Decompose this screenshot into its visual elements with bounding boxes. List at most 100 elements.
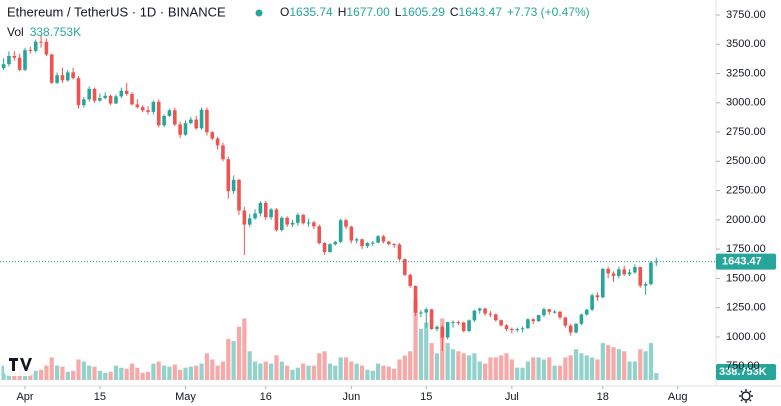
gear[interactable] [741, 391, 751, 401]
settings-icon[interactable] [739, 389, 753, 403]
volume-bar [172, 364, 177, 380]
volume-bar [606, 345, 611, 380]
candle-body [146, 110, 150, 112]
volume-bar [285, 365, 290, 380]
candle-body [601, 268, 605, 298]
volume-bar [600, 343, 605, 380]
ohlc-value: 1643.47 [459, 5, 503, 19]
candle-body [226, 159, 231, 192]
volume-bar [269, 363, 274, 380]
candle-body [654, 261, 659, 263]
candle-body [568, 325, 573, 333]
volume-bar [247, 351, 252, 380]
volume-legend-value: 338.753K [30, 25, 81, 39]
candle-body [55, 75, 59, 83]
y-tick-label: 2750.00 [726, 126, 766, 138]
candle-body [472, 310, 477, 321]
volume-bar [242, 318, 247, 380]
status-dot [255, 9, 263, 17]
candle-body [403, 259, 407, 275]
volume-bar [119, 367, 124, 380]
volume-bar [33, 370, 38, 380]
y-tick-label: 1750.00 [726, 243, 766, 255]
volume-bar [563, 357, 568, 380]
candle-body [579, 314, 584, 324]
volume-bar [654, 373, 659, 380]
volume-bar [71, 370, 76, 380]
volume-bar [226, 338, 231, 380]
volume-bar [199, 363, 204, 380]
candle-body [312, 222, 316, 227]
volume-bar [557, 365, 563, 380]
volume-bar [178, 369, 183, 380]
volume-bar [210, 359, 215, 380]
volume-bar [643, 351, 648, 380]
price-tag [716, 253, 776, 270]
volume-bar [515, 367, 520, 380]
y-tick-label: 2500.00 [726, 155, 766, 167]
candle-body [483, 308, 487, 314]
volume-bar [167, 366, 172, 380]
candle-body [215, 138, 220, 146]
volume-bar [290, 369, 295, 380]
candle-body [456, 322, 461, 324]
volume-bar [525, 361, 530, 380]
candle-body [210, 132, 215, 139]
candle-body [542, 309, 546, 316]
volume-bar [252, 361, 258, 380]
candle-body [66, 72, 70, 81]
x-tick-label: Aug [668, 391, 688, 403]
volume-bar [108, 371, 113, 380]
candle-body [595, 295, 600, 298]
candle-body [263, 202, 268, 218]
ohlc-key: O [280, 5, 289, 19]
volume-bar [194, 365, 199, 380]
candle-body [408, 274, 412, 286]
volume-bar [359, 365, 365, 380]
volume-bar [263, 361, 268, 380]
volume-bar [327, 363, 333, 380]
volume-bar [103, 372, 108, 380]
volume-bar [343, 357, 349, 380]
candle-body [322, 243, 327, 253]
volume-tag [716, 364, 776, 380]
volume-bar [215, 365, 220, 380]
candle-body [183, 123, 188, 135]
volume-bar [413, 300, 418, 380]
candle-body [12, 55, 17, 58]
volume-bar [295, 367, 300, 380]
candle-body [643, 284, 648, 286]
candle-body [306, 222, 311, 224]
candle-body [370, 242, 375, 244]
x-tick-label: May [175, 391, 196, 403]
volume-bar [81, 361, 86, 380]
volume-bar [333, 365, 338, 380]
candle-body [247, 218, 252, 225]
tv-logo [4, 352, 34, 376]
candle-body [92, 88, 97, 101]
y-tick-label: 3750.00 [726, 9, 766, 21]
candle-body [17, 57, 22, 70]
candle-body [611, 273, 616, 276]
candle-body [242, 210, 247, 225]
candle-body [1, 64, 6, 69]
volume-bar [450, 349, 456, 380]
volume-tag-label: 338.753K [719, 366, 767, 378]
volume-bar [568, 355, 573, 380]
gear-teeth[interactable] [739, 389, 753, 403]
volume-bar [38, 369, 44, 380]
candle-body [28, 50, 33, 52]
volume-bar [338, 357, 343, 380]
candle-body [114, 96, 118, 104]
candle-body [520, 328, 525, 330]
candle-body [189, 119, 193, 124]
candle-body [477, 308, 482, 311]
volume-bar [124, 368, 129, 380]
candle-body [419, 312, 423, 314]
candle-body [60, 75, 65, 81]
volume-bar [477, 361, 482, 380]
volume-bar [579, 353, 584, 380]
volume-bar [317, 353, 322, 380]
volume-bar [386, 366, 391, 380]
volume-bar [632, 361, 637, 380]
